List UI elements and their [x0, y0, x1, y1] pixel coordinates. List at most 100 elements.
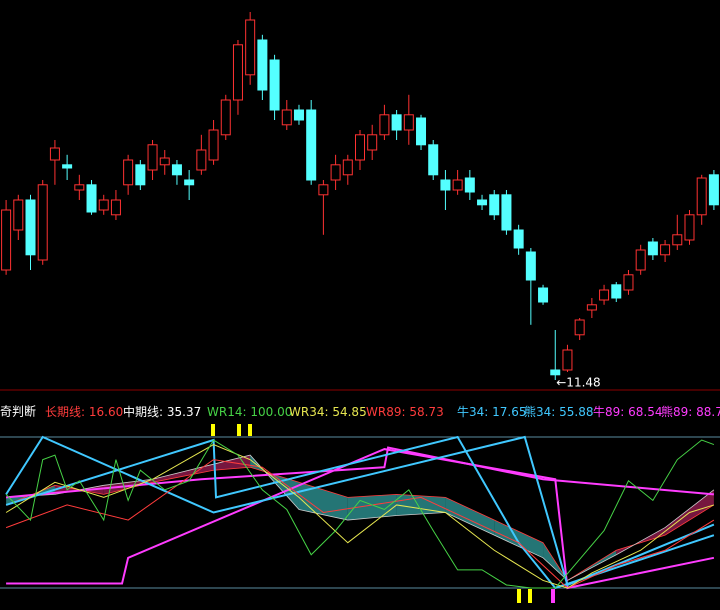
candle-body [477, 199, 488, 206]
readout-value: 68.54 [628, 405, 662, 419]
candle-body [403, 114, 414, 131]
candle-body [330, 164, 341, 181]
candle-body [708, 174, 719, 206]
readout-label: 长期线: [45, 405, 85, 419]
candle-body [62, 164, 73, 169]
candle-body [123, 159, 134, 186]
candle-body [586, 304, 597, 311]
candle-body [513, 229, 524, 249]
readout: 牛34: 17.65 [457, 404, 527, 419]
candle-body [110, 199, 121, 216]
candle-body [635, 249, 646, 271]
candle-body [416, 117, 427, 146]
readout: WR34: 54.85 [289, 405, 367, 419]
candle-body [13, 199, 24, 231]
candle-body [49, 147, 60, 161]
candle-body [367, 134, 378, 151]
readout-value: 55.88 [559, 405, 593, 419]
candle-body [220, 99, 231, 136]
readout-label: WR34: [289, 405, 329, 419]
readout-label: 牛34: [457, 404, 488, 419]
low-annotation: ←11.48 [556, 376, 600, 390]
candle-body [86, 184, 97, 213]
readout-label: WR14: [207, 405, 247, 419]
candle-body [391, 114, 402, 131]
indicator-line [5, 443, 715, 589]
candle-body [171, 164, 182, 176]
candle-body [355, 134, 365, 161]
candle-body [684, 214, 695, 241]
readout: 熊89: 88.76 [661, 404, 720, 419]
signal-marker [528, 589, 532, 603]
candle-body [611, 284, 622, 299]
candle-body [269, 59, 280, 111]
candle-body [184, 179, 195, 186]
signal-marker [237, 424, 241, 436]
candle-body [159, 157, 170, 166]
candle-body [525, 251, 536, 281]
candle-body [196, 149, 207, 171]
candle-body [599, 289, 610, 301]
candle-body [379, 114, 390, 136]
candle-body [452, 179, 463, 191]
readout-label: 熊89: [661, 404, 692, 419]
indicator-title: 奇判断 [0, 404, 36, 419]
band-segment [494, 520, 544, 558]
candle-body [257, 39, 268, 91]
candle-body [623, 274, 634, 291]
readout: 长期线: 16.60 [45, 405, 123, 419]
candle-body [489, 194, 500, 216]
readout-label: 熊34: [524, 404, 555, 419]
candle-body [647, 241, 658, 256]
candle-body [147, 144, 158, 171]
signal-marker [551, 589, 555, 603]
candle-body [428, 144, 439, 176]
readout-value: 16.60 [89, 405, 123, 419]
indicator-line [5, 439, 715, 589]
readout: WR89: 58.73 [366, 405, 444, 419]
signal-marker [517, 589, 521, 603]
candle-body [208, 129, 219, 161]
signal-marker [211, 424, 215, 436]
candle-body [245, 19, 256, 76]
readout-label: WR89: [366, 405, 406, 419]
candle-body [660, 244, 671, 256]
candle-body [464, 177, 475, 193]
readout: WR14: 100.00 [207, 405, 292, 419]
candle-body [232, 44, 243, 101]
indicator-line [5, 459, 715, 589]
candle-body [562, 349, 573, 371]
candle-body [293, 109, 304, 121]
candle-body [281, 109, 292, 126]
readout-value: 35.37 [167, 405, 201, 419]
candle-body [306, 109, 317, 181]
candle-body [1, 209, 12, 271]
indicator-line [5, 435, 715, 587]
candle-body [550, 369, 561, 376]
readout-value: 54.85 [332, 405, 366, 419]
candle-body [672, 234, 683, 246]
readout-value: 58.73 [409, 405, 443, 419]
candle-body [342, 159, 353, 176]
readout: 熊34: 55.88 [524, 404, 594, 419]
candle-body [574, 319, 585, 336]
band-segment [152, 464, 214, 483]
signal-marker [248, 424, 252, 436]
candle-body [25, 199, 36, 256]
readout-value: 100.00 [250, 405, 292, 419]
candle-body [37, 184, 48, 261]
readout: 中期线: 35.37 [123, 404, 201, 419]
readout-value: 88.76 [696, 405, 720, 419]
candle-body [501, 194, 512, 231]
candle-body [98, 199, 109, 211]
candle-body [538, 287, 549, 303]
candle-body [74, 184, 85, 191]
indicator-line [6, 446, 714, 499]
readout-label: 牛89: [593, 404, 624, 419]
candle-body [318, 184, 329, 196]
readout: 牛89: 68.54 [593, 404, 663, 419]
band-line [6, 454, 715, 581]
readout-value: 17.65 [492, 405, 526, 419]
readout-label: 中期线: [123, 404, 163, 419]
